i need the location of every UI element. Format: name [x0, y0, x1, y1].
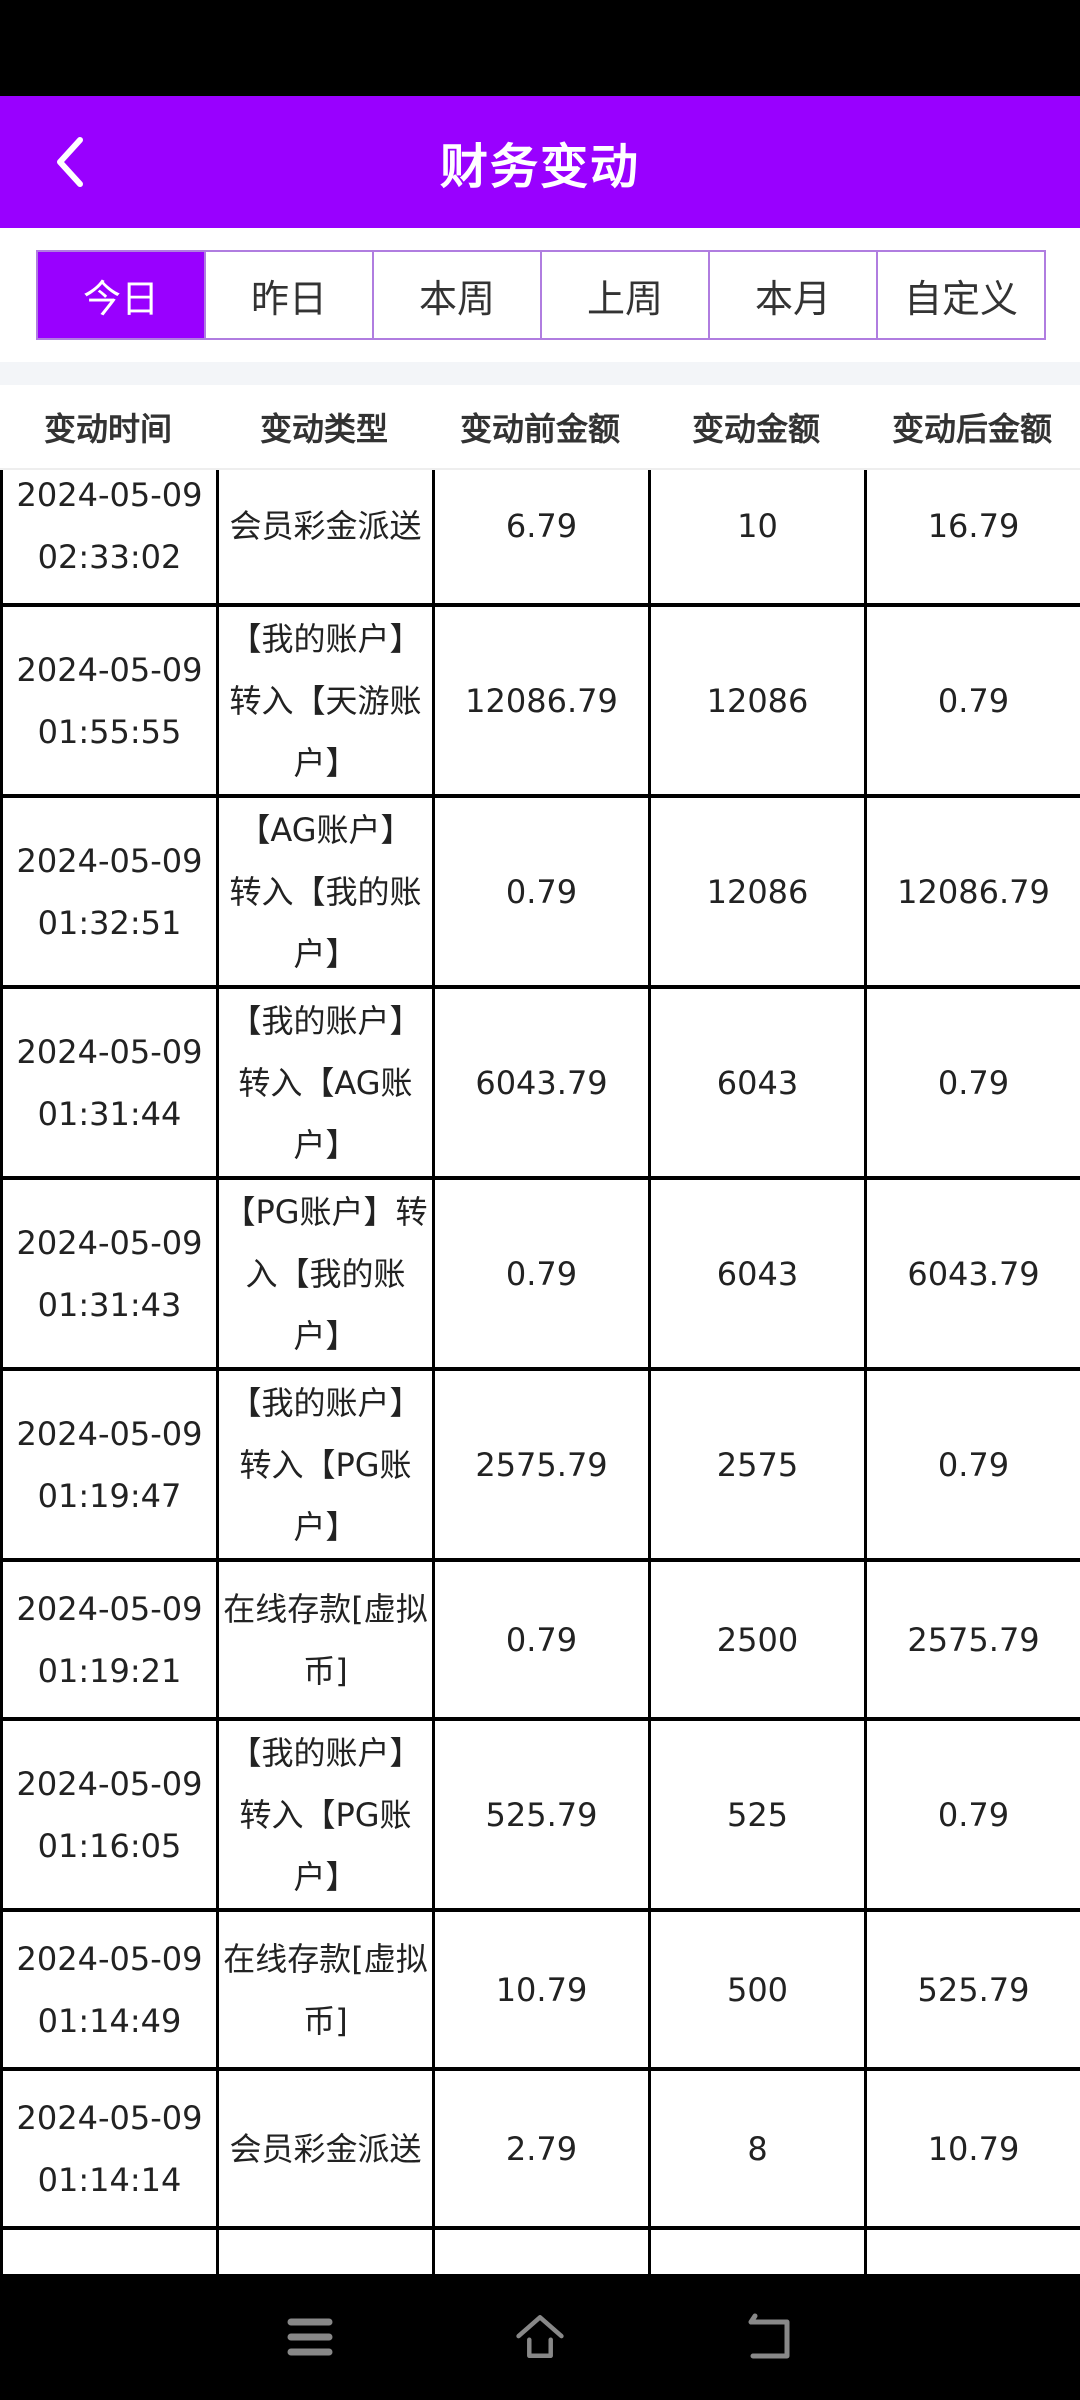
cell-after: 0.79	[864, 607, 1080, 794]
cell-after: 12086.79	[864, 798, 1080, 985]
cell-type: 在线存款[虚拟币]	[216, 1562, 432, 1717]
tab-2[interactable]: 本周	[372, 252, 540, 338]
tab-4[interactable]: 本月	[708, 252, 876, 338]
cell-amount: 2575	[648, 1371, 864, 1558]
cell-after: 0.79	[864, 1721, 1080, 1908]
home-icon	[516, 2315, 564, 2358]
cell-before: 6043.79	[432, 989, 648, 1176]
cell-before: 0.79	[432, 798, 648, 985]
cell-before: 6.79	[432, 470, 648, 603]
cell-amount: 525	[648, 1721, 864, 1908]
cell-type: 在线存款[虚拟币]	[216, 1912, 432, 2067]
cell-after: 0.79	[864, 989, 1080, 1176]
cell-after: 2575.79	[864, 1562, 1080, 1717]
status-bar	[0, 0, 1080, 96]
cell-time: 2024-05-09	[0, 2230, 216, 2274]
cell-time: 2024-05-09 01:19:21	[0, 1562, 216, 1717]
table-row: 2024-05-09 01:31:43 【PG账户】转入【我的账户】 0.79 604…	[0, 1180, 1080, 1371]
column-header: 变动后金额	[891, 409, 1052, 448]
back-icon	[748, 2313, 790, 2359]
cell-before: 2575.79	[432, 1371, 648, 1558]
cell-time: 2024-05-09 01:14:49	[0, 1912, 216, 2067]
cell-time: 2024-05-09 02:33:02	[0, 470, 216, 603]
cell-amount	[648, 2230, 864, 2274]
cell-after: 6043.79	[864, 1180, 1080, 1367]
cell-type: 【PG账户】转入【我的账户】	[216, 1180, 432, 1367]
table-row: 2024-05-09 01:32:51 【AG账户】转入【我的账户】 0.79 120…	[0, 798, 1080, 989]
app-header: 财务变动	[0, 96, 1080, 228]
table-row: 2024-05-09 01:14:14 会员彩金派送 2.79 8 10.79	[0, 2071, 1080, 2230]
cell-amount: 6043	[648, 1180, 864, 1367]
table-row: 2024-05-09	[0, 2230, 1080, 2274]
column-header: 变动时间	[43, 409, 172, 448]
cell-before: 525.79	[432, 1721, 648, 1908]
cell-time: 2024-05-09 01:16:05	[0, 1721, 216, 1908]
cell-time: 2024-05-09 01:32:51	[0, 798, 216, 985]
cell-type: 【我的账户】转入【天游账户】	[216, 607, 432, 794]
date-range-tabs: 今日 昨日 本周 上周 本月 自定义	[36, 250, 1046, 340]
table-row: 2024-05-09 02:33:02 会员彩金派送 6.79 10 16.79	[0, 470, 1080, 607]
system-nav-bar	[0, 2274, 1080, 2400]
tab-0[interactable]: 今日	[38, 252, 204, 338]
table-row: 2024-05-09 01:55:55 【我的账户】转入【天游账户】 12086.7…	[0, 607, 1080, 798]
tab-5[interactable]: 自定义	[876, 252, 1044, 338]
table-header: 变动时间 变动类型 变动前金额 变动金额 变动后金额	[0, 385, 1080, 470]
cell-after: 10.79	[864, 2071, 1080, 2226]
cell-type: 【AG账户】转入【我的账户】	[216, 798, 432, 985]
cell-before	[432, 2230, 648, 2274]
cell-amount: 10	[648, 470, 864, 603]
column-header: 变动金额	[691, 409, 820, 448]
cell-amount: 500	[648, 1912, 864, 2067]
cell-time: 2024-05-09 01:31:43	[0, 1180, 216, 1367]
divider	[0, 362, 1080, 385]
cell-before: 2.79	[432, 2071, 648, 2226]
cell-type: 【我的账户】转入【PG账户】	[216, 1721, 432, 1908]
cell-type: 会员彩金派送	[216, 470, 432, 603]
cell-amount: 12086	[648, 798, 864, 985]
tab-3[interactable]: 上周	[540, 252, 708, 338]
cell-before: 10.79	[432, 1912, 648, 2067]
cell-type	[216, 2230, 432, 2274]
menu-button[interactable]	[285, 2312, 335, 2362]
menu-icon	[287, 2318, 333, 2356]
cell-before: 0.79	[432, 1562, 648, 1717]
cell-before: 12086.79	[432, 607, 648, 794]
chevron-left-icon	[57, 137, 83, 187]
cell-after	[864, 2230, 1080, 2274]
column-header: 变动类型	[259, 409, 388, 448]
cell-after: 16.79	[864, 470, 1080, 603]
cell-time: 2024-05-09 01:19:47	[0, 1371, 216, 1558]
cell-amount: 6043	[648, 989, 864, 1176]
table-row: 2024-05-09 01:14:49 在线存款[虚拟币] 10.79 500 525.…	[0, 1912, 1080, 2071]
cell-time: 2024-05-09 01:14:14	[0, 2071, 216, 2226]
cell-type: 会员彩金派送	[216, 2071, 432, 2226]
table-row: 2024-05-09 01:19:47 【我的账户】转入【PG账户】 2575.79…	[0, 1371, 1080, 1562]
cell-time: 2024-05-09 01:31:44	[0, 989, 216, 1176]
cell-amount: 2500	[648, 1562, 864, 1717]
table-row: 2024-05-09 01:31:44 【我的账户】转入【AG账户】 6043.79…	[0, 989, 1080, 1180]
page-title: 财务变动	[439, 139, 640, 195]
cell-after: 0.79	[864, 1371, 1080, 1558]
cell-before: 0.79	[432, 1180, 648, 1367]
table-body[interactable]: 2024-05-09 02:33:02 会员彩金派送 6.79 10 16.79 2024…	[0, 470, 1080, 2274]
back-nav-button[interactable]	[745, 2312, 795, 2362]
back-button[interactable]	[40, 126, 100, 198]
column-header: 变动前金额	[459, 409, 620, 448]
cell-after: 525.79	[864, 1912, 1080, 2067]
table-row: 2024-05-09 01:16:05 【我的账户】转入【PG账户】 525.79 5…	[0, 1721, 1080, 1912]
cell-type: 【我的账户】转入【PG账户】	[216, 1371, 432, 1558]
table-row: 2024-05-09 01:19:21 在线存款[虚拟币] 0.79 2500 2575…	[0, 1562, 1080, 1721]
home-button[interactable]	[515, 2312, 565, 2362]
cell-time: 2024-05-09 01:55:55	[0, 607, 216, 794]
tab-1[interactable]: 昨日	[204, 252, 372, 338]
cell-amount: 12086	[648, 607, 864, 794]
cell-amount: 8	[648, 2071, 864, 2226]
cell-type: 【我的账户】转入【AG账户】	[216, 989, 432, 1176]
